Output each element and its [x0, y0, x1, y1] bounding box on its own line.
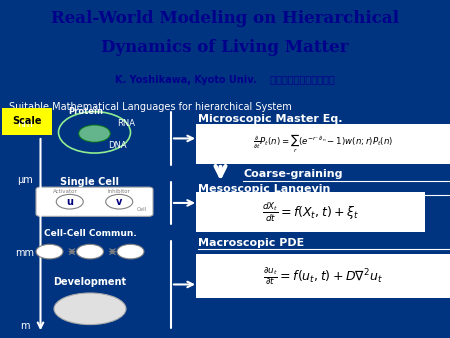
- Text: Scale: Scale: [12, 116, 42, 126]
- Text: DNA: DNA: [108, 141, 126, 150]
- Text: m: m: [20, 321, 30, 331]
- Text: Real-World Modeling on Hierarchical: Real-World Modeling on Hierarchical: [51, 10, 399, 27]
- Text: μm: μm: [17, 175, 32, 185]
- Text: Cell-Cell Commun.: Cell-Cell Commun.: [44, 229, 136, 238]
- Text: Suitable Mathematical Languages for hierarchical System: Suitable Mathematical Languages for hier…: [9, 102, 292, 112]
- Ellipse shape: [54, 293, 126, 324]
- Text: Cell: Cell: [137, 207, 147, 212]
- Circle shape: [56, 194, 83, 209]
- Ellipse shape: [79, 125, 110, 142]
- Text: Macroscopic PDE: Macroscopic PDE: [198, 238, 304, 248]
- Circle shape: [106, 194, 133, 209]
- Text: u: u: [66, 197, 73, 207]
- FancyBboxPatch shape: [196, 192, 425, 232]
- FancyBboxPatch shape: [36, 187, 153, 216]
- Text: mm: mm: [15, 248, 34, 258]
- Text: K. Yoshikawa, Kyoto Univ.    吉川研一（京大・理・物: K. Yoshikawa, Kyoto Univ. 吉川研一（京大・理・物: [115, 75, 335, 86]
- FancyBboxPatch shape: [2, 108, 52, 135]
- FancyBboxPatch shape: [196, 124, 450, 164]
- Circle shape: [36, 244, 63, 259]
- Text: Dynamics of Living Matter: Dynamics of Living Matter: [101, 39, 349, 56]
- Text: Microscopic Master Eq.: Microscopic Master Eq.: [198, 114, 342, 124]
- Text: Coarse-graining: Coarse-graining: [243, 169, 342, 179]
- Text: Protein: Protein: [68, 107, 103, 116]
- Text: nm: nm: [17, 119, 32, 129]
- Text: $\frac{dX_t}{dt} = f(X_t,t) + \xi_t$: $\frac{dX_t}{dt} = f(X_t,t) + \xi_t$: [262, 200, 359, 224]
- Text: Inhibitor: Inhibitor: [108, 190, 130, 194]
- Circle shape: [76, 244, 104, 259]
- Text: Development: Development: [54, 277, 126, 287]
- Text: Activator: Activator: [53, 190, 77, 194]
- Text: RNA: RNA: [117, 119, 135, 128]
- FancyBboxPatch shape: [196, 254, 450, 298]
- Text: v: v: [116, 197, 122, 207]
- Text: $\frac{\partial u_t}{\partial t} = f(u_t,t) + D\nabla^2 u_t$: $\frac{\partial u_t}{\partial t} = f(u_t…: [263, 265, 382, 287]
- Text: Single Cell: Single Cell: [60, 177, 120, 187]
- Text: Mesoscopic Langevin: Mesoscopic Langevin: [198, 184, 330, 194]
- Circle shape: [117, 244, 144, 259]
- Text: $\frac{\partial}{\partial t}P_t(n) = \sum_r\left(e^{-r\cdot\partial_n}-1\right)w: $\frac{\partial}{\partial t}P_t(n) = \su…: [252, 132, 393, 155]
